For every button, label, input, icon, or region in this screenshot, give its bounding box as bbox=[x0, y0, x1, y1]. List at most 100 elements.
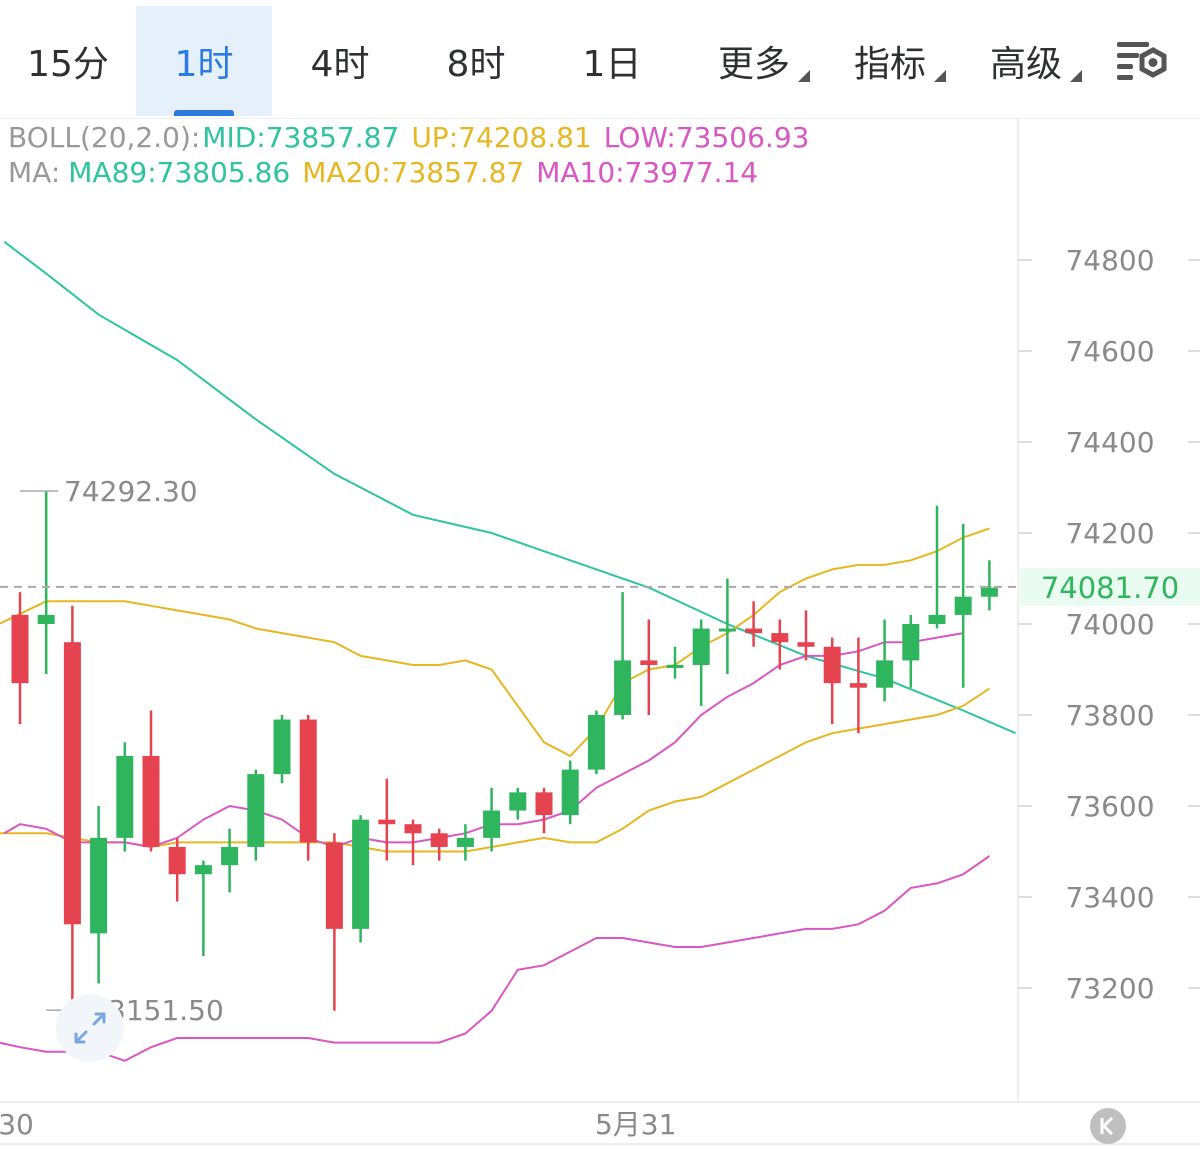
tab-label: 15分 bbox=[27, 44, 109, 85]
boll-mid-value: MID:73857.87 bbox=[202, 121, 400, 154]
candle-body bbox=[63, 642, 81, 925]
candle-body bbox=[535, 792, 553, 816]
tab-label: 1日 bbox=[582, 44, 642, 85]
dropdown-caret-icon bbox=[798, 70, 810, 82]
candle-body bbox=[849, 683, 867, 688]
time-tick-label: 5月31 bbox=[595, 1108, 676, 1141]
tab-label: 更多 bbox=[717, 44, 790, 85]
price-axis: 74800 74600 74400 74200 74000 73800 73600 73400… bbox=[1018, 244, 1200, 1005]
tab-advanced[interactable]: 高级 bbox=[972, 6, 1082, 116]
candle-body bbox=[37, 614, 55, 624]
tab-label: 1时 bbox=[174, 44, 234, 85]
indicator-legend: BOLL(20,2.0):MID:73857.87 UP:74208.81 LOW:… bbox=[8, 120, 821, 190]
candle-body bbox=[247, 774, 265, 847]
candle-body bbox=[194, 865, 212, 875]
tab-8h[interactable]: 8时 bbox=[408, 6, 544, 116]
time-axis: 30 5月31 bbox=[0, 1108, 1126, 1144]
boll-upper-line bbox=[0, 527, 990, 758]
boll-legend-row: BOLL(20,2.0):MID:73857.87 UP:74208.81 LOW:… bbox=[8, 120, 821, 155]
tab-1h[interactable]: 1时 bbox=[136, 6, 272, 116]
candle-body bbox=[168, 846, 186, 875]
candle-body bbox=[116, 755, 134, 838]
price-tick-label: 73600 bbox=[1065, 790, 1154, 823]
dropdown-caret-icon bbox=[1070, 70, 1082, 82]
candle-body bbox=[299, 719, 317, 843]
price-tick-label: 73400 bbox=[1065, 881, 1154, 914]
timeframe-bar: 15分 1时 4时 8时 1日 更多 指标 高级 bbox=[0, 0, 1200, 119]
candle-body bbox=[11, 614, 29, 684]
last-price-label: 74081.70 bbox=[1041, 571, 1179, 605]
candle-body bbox=[614, 660, 632, 715]
candle-body bbox=[378, 819, 396, 825]
chart-settings-icon bbox=[1117, 42, 1167, 80]
last-price-tag bbox=[1020, 567, 1200, 606]
candle-body bbox=[980, 587, 998, 597]
candle-body bbox=[876, 660, 894, 688]
tab-label: 指标 bbox=[853, 44, 926, 85]
expand-arrows-icon bbox=[74, 1012, 106, 1044]
boll-lower-line bbox=[0, 855, 990, 1062]
candle-body bbox=[404, 824, 422, 834]
candle-body bbox=[823, 646, 841, 684]
price-tick-label: 74200 bbox=[1065, 517, 1154, 550]
candle-body bbox=[509, 792, 527, 811]
tab-more[interactable]: 更多 bbox=[700, 6, 810, 116]
price-tick-label: 74000 bbox=[1065, 608, 1154, 641]
back-to-latest-icon-glyph bbox=[1100, 1116, 1114, 1136]
candle-body bbox=[273, 719, 291, 775]
tab-label: 4时 bbox=[310, 44, 370, 85]
candle-body bbox=[902, 624, 920, 661]
price-tick-label: 73200 bbox=[1065, 972, 1154, 1005]
candle-body bbox=[954, 596, 972, 615]
tab-4h[interactable]: 4时 bbox=[272, 6, 408, 116]
tab-1d[interactable]: 1日 bbox=[544, 6, 680, 116]
tab-label: 高级 bbox=[989, 44, 1062, 85]
candle-body bbox=[666, 664, 684, 668]
ma20-line bbox=[0, 687, 990, 853]
boll-low-value: LOW:73506.93 bbox=[603, 121, 810, 154]
candle-body bbox=[797, 642, 815, 647]
tab-15m[interactable]: 15分 bbox=[0, 6, 136, 116]
price-tick-label: 74400 bbox=[1065, 426, 1154, 459]
price-tick-label: 74600 bbox=[1065, 335, 1154, 368]
indicator-lines bbox=[0, 241, 1016, 1062]
candle-body bbox=[456, 837, 474, 847]
chart-settings-button[interactable] bbox=[1113, 36, 1173, 92]
expand-icon bbox=[56, 994, 124, 1062]
price-tick-label: 73800 bbox=[1065, 699, 1154, 732]
ma-legend-row: MA: MA89:73805.86 MA20:73857.87 MA10:73977.… bbox=[8, 155, 821, 190]
time-tick-label: 30 bbox=[0, 1108, 34, 1141]
ma89-value: MA89:73805.86 bbox=[68, 156, 291, 189]
chart-grid bbox=[0, 118, 1200, 1145]
candle-body bbox=[483, 810, 501, 838]
boll-label: BOLL(20,2.0): bbox=[8, 121, 201, 154]
candle-body bbox=[718, 628, 736, 632]
ma-label: MA: bbox=[8, 156, 61, 189]
candle-body bbox=[692, 628, 710, 665]
active-tab-indicator bbox=[174, 110, 234, 116]
ma10-value: MA10:73977.14 bbox=[536, 156, 759, 189]
back-to-latest-icon bbox=[1090, 1108, 1126, 1144]
candle-body bbox=[928, 614, 946, 624]
tab-indicators[interactable]: 指标 bbox=[836, 6, 946, 116]
candles bbox=[11, 491, 998, 1011]
candle-body bbox=[640, 660, 658, 665]
dropdown-caret-icon bbox=[934, 70, 946, 82]
candle-body bbox=[325, 842, 343, 929]
candle-body bbox=[430, 833, 448, 847]
candle-body bbox=[587, 715, 605, 770]
tab-label: 8时 bbox=[446, 44, 506, 85]
candle-body bbox=[745, 628, 763, 634]
boll-up-value: UP:74208.81 bbox=[411, 121, 592, 154]
candle-body bbox=[771, 633, 789, 643]
candle-body bbox=[352, 819, 370, 929]
candle-body bbox=[142, 755, 160, 847]
candle-body bbox=[90, 837, 108, 934]
ma20-value: MA20:73857.87 bbox=[302, 156, 525, 189]
candle-body bbox=[221, 846, 239, 866]
price-tick-label: 74800 bbox=[1065, 244, 1154, 277]
candle-body bbox=[561, 769, 579, 816]
high-marker-label: 74292.30 bbox=[64, 475, 198, 508]
